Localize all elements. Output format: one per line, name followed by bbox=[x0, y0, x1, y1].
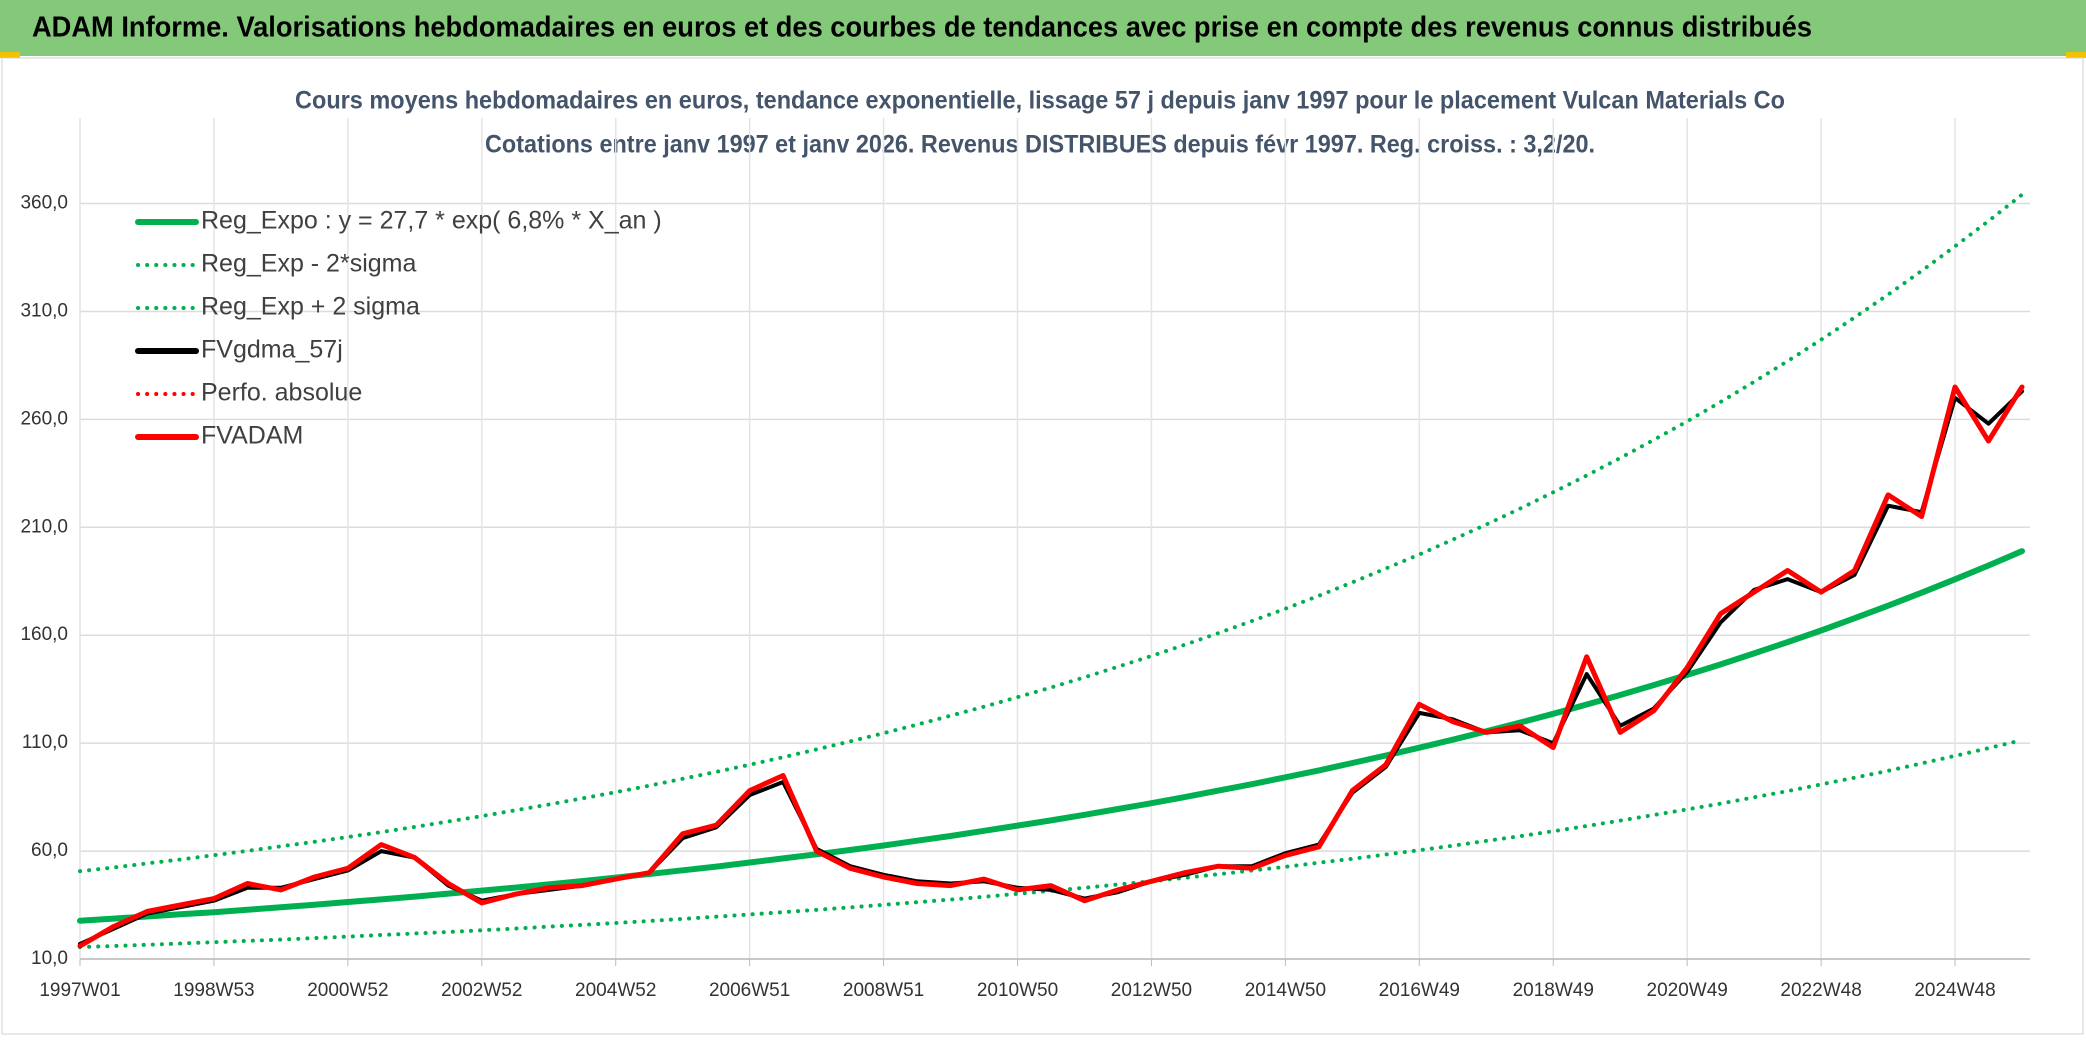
series-line bbox=[78, 385, 2024, 948]
x-tick-label: 2012W50 bbox=[1111, 980, 1192, 1001]
y-tick-label: 10,0 bbox=[31, 948, 68, 969]
x-tick-label: 2022W48 bbox=[1780, 980, 1861, 1001]
y-tick-label: 360,0 bbox=[20, 193, 68, 214]
x-tick-label: 2006W51 bbox=[709, 980, 790, 1001]
y-tick-label: 60,0 bbox=[31, 840, 68, 861]
x-tick-label: 2020W49 bbox=[1647, 980, 1728, 1001]
frame bbox=[1, 57, 2084, 1035]
grid: 10,0 60,0 110,0 160,0 210,0 260,0 310,0 360,0 19… bbox=[20, 118, 2030, 1001]
series-line bbox=[77, 548, 2025, 924]
x-tick-label: 1998W53 bbox=[173, 980, 254, 1001]
lines bbox=[77, 192, 2025, 950]
legend-label: Reg_Expo : y = 27,7 * exp( 6,8% * X_an ) bbox=[201, 207, 662, 235]
series-line bbox=[77, 384, 2025, 949]
x-tick-label: 2024W48 bbox=[1914, 980, 1995, 1001]
corner bbox=[0, 52, 20, 58]
x-tick-label: 2014W50 bbox=[1245, 980, 1326, 1001]
y-tick-label: 210,0 bbox=[20, 516, 68, 537]
legend-label: Reg_Exp - 2*sigma bbox=[201, 250, 416, 278]
legend-label: Reg_Exp + 2 sigma bbox=[201, 293, 420, 321]
chart-title: Cours moyens hebdomadaires en euros, ten… bbox=[295, 87, 1785, 115]
x-tick-label: 2018W49 bbox=[1513, 980, 1594, 1001]
header-bar bbox=[0, 0, 2086, 56]
legend: Reg_Expo : y = 27,7 * exp( 6,8% * X_an )… bbox=[135, 207, 662, 450]
series-line bbox=[78, 389, 2024, 946]
header-title: ADAM Informe. Valorisations hebdomadaire… bbox=[32, 12, 1812, 44]
y-tick-label: 110,0 bbox=[22, 732, 68, 753]
corner bbox=[2066, 52, 2086, 58]
y-tick-label: 160,0 bbox=[20, 624, 68, 645]
x-tick-label: 2016W49 bbox=[1379, 980, 1460, 1001]
chart-subtitle: Cotations entre janv 1997 et janv 2026. … bbox=[485, 131, 1595, 159]
x-tick-label: 2008W51 bbox=[843, 980, 924, 1001]
series-line bbox=[78, 192, 2024, 874]
x-tick-label: 2002W52 bbox=[441, 980, 522, 1001]
legend-label: FVgdma_57j bbox=[201, 336, 343, 364]
y-tick-label: 260,0 bbox=[20, 408, 68, 429]
legend-label: FVADAM bbox=[201, 422, 303, 450]
x-tick-label: 1997W01 bbox=[39, 980, 120, 1001]
series-line bbox=[78, 738, 2024, 950]
legend-label: Perfo. absolue bbox=[201, 379, 362, 407]
x-tick-label: 2004W52 bbox=[575, 980, 656, 1001]
y-tick-label: 310,0 bbox=[20, 300, 68, 321]
x-tick-label: 2000W52 bbox=[307, 980, 388, 1001]
x-tick-label: 2010W50 bbox=[977, 980, 1058, 1001]
